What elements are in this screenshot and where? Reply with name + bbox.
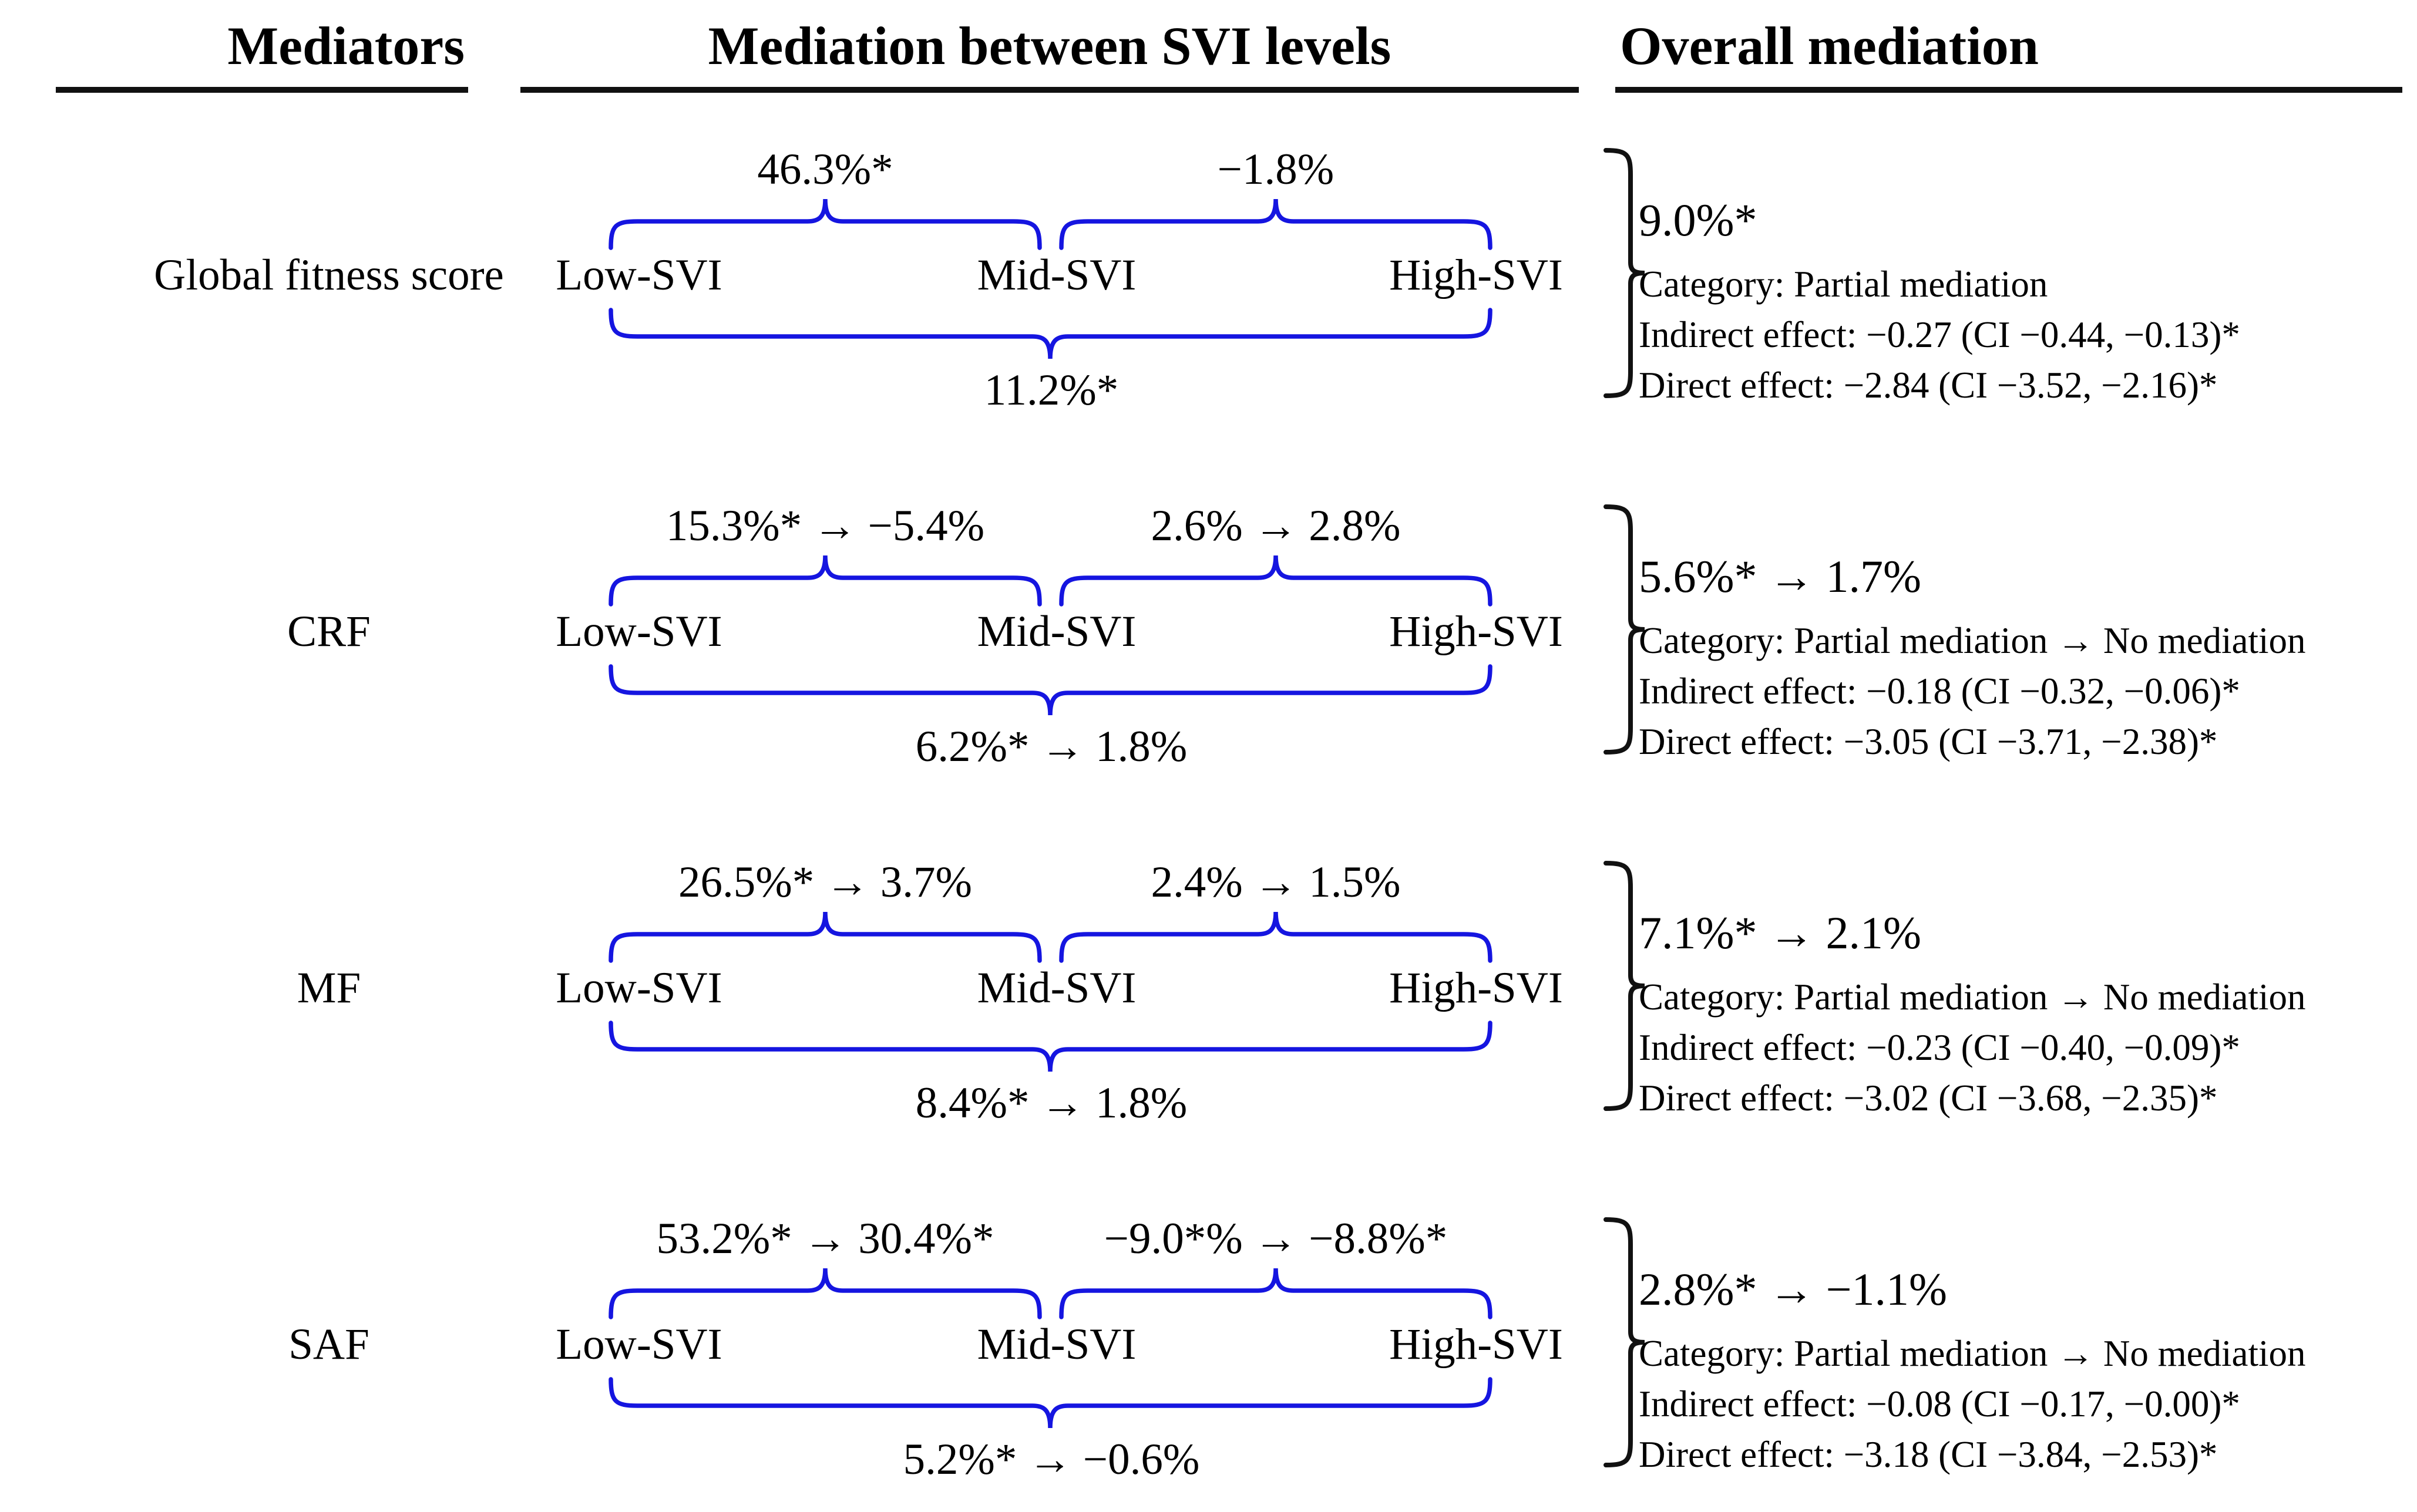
overbrace-mid-high-icon: [1059, 911, 1492, 963]
node-mid-svi: Mid-SVI: [977, 607, 1137, 656]
label-mid-high: −9.0*% → −8.8%*: [1104, 1214, 1448, 1263]
overall-proportion: 9.0%*: [1639, 194, 1757, 245]
node-high-svi: High-SVI: [1389, 607, 1563, 656]
overall-category: Category: Partial mediation → No mediati…: [1639, 620, 2306, 661]
overbrace-low-mid-icon: [609, 198, 1042, 250]
overall-direct-effect: Direct effect: −3.02 (CI −3.68, −2.35)*: [1639, 1077, 2218, 1119]
overall-indirect-effect: Indirect effect: −0.23 (CI −0.40, −0.09)…: [1639, 1027, 2240, 1068]
overall-indirect-effect: Indirect effect: −0.27 (CI −0.44, −0.13)…: [1639, 314, 2240, 355]
header-overall-mediation: Overall mediation: [1620, 16, 2039, 76]
row-global-fitness-score: Global fitness score 46.3%* −1.8% Low-SV…: [0, 108, 2417, 467]
underbrace-low-high-icon: [609, 1021, 1492, 1072]
node-low-svi: Low-SVI: [556, 964, 722, 1012]
mediator-label: Global fitness score: [154, 251, 504, 299]
label-low-mid: 15.3%* → −5.4%: [665, 501, 985, 550]
node-mid-svi: Mid-SVI: [977, 251, 1137, 299]
overall-bracket-icon: [1604, 504, 1645, 755]
label-low-mid: 46.3%*: [757, 145, 893, 194]
header-underline-overall: [1615, 87, 2402, 93]
label-low-high: 8.4%* → 1.8%: [915, 1079, 1188, 1127]
row-mf: MF 26.5%* → 3.7% 2.4% → 1.5% Low-SVI Mid…: [0, 821, 2417, 1180]
label-low-mid: 53.2%* → 30.4%*: [656, 1214, 994, 1263]
node-high-svi: High-SVI: [1389, 964, 1563, 1012]
mediator-label: SAF: [288, 1320, 369, 1369]
header-underline-mediation: [520, 87, 1579, 93]
overall-direct-effect: Direct effect: −3.05 (CI −3.71, −2.38)*: [1639, 721, 2218, 762]
overbrace-low-mid-icon: [609, 1268, 1042, 1319]
underbrace-low-high-icon: [609, 1377, 1492, 1429]
overbrace-mid-high-icon: [1059, 1268, 1492, 1319]
node-high-svi: High-SVI: [1389, 1320, 1563, 1369]
overall-indirect-effect: Indirect effect: −0.18 (CI −0.32, −0.06)…: [1639, 671, 2240, 712]
overall-proportion: 7.1%* → 2.1%: [1639, 907, 1921, 958]
overall-category: Category: Partial mediation → No mediati…: [1639, 976, 2306, 1018]
row-saf: SAF 53.2%* → 30.4%* −9.0*% → −8.8%* Low-…: [0, 1177, 2417, 1512]
overall-bracket-icon: [1604, 148, 1645, 398]
row-crf: CRF 15.3%* → −5.4% 2.6% → 2.8% Low-SVI M…: [0, 464, 2417, 824]
mediator-label: MF: [297, 964, 361, 1012]
node-mid-svi: Mid-SVI: [977, 964, 1137, 1012]
mediator-label: CRF: [287, 607, 371, 656]
overall-bracket-icon: [1604, 1217, 1645, 1467]
label-mid-high: −1.8%: [1217, 145, 1334, 194]
node-low-svi: Low-SVI: [556, 607, 722, 656]
overall-proportion: 5.6%* → 1.7%: [1639, 551, 1921, 602]
overall-direct-effect: Direct effect: −3.18 (CI −3.84, −2.53)*: [1639, 1434, 2218, 1475]
header-mediators: Mediators: [227, 16, 465, 76]
node-mid-svi: Mid-SVI: [977, 1320, 1137, 1369]
underbrace-low-high-icon: [609, 308, 1492, 359]
label-mid-high: 2.4% → 1.5%: [1151, 858, 1401, 907]
overall-proportion: 2.8%* → −1.1%: [1639, 1264, 1947, 1315]
underbrace-low-high-icon: [609, 664, 1492, 716]
label-low-high: 5.2%* → −0.6%: [903, 1435, 1200, 1484]
label-mid-high: 2.6% → 2.8%: [1151, 501, 1401, 550]
overall-direct-effect: Direct effect: −2.84 (CI −3.52, −2.16)*: [1639, 365, 2218, 406]
overall-category: Category: Partial mediation → No mediati…: [1639, 1333, 2306, 1374]
node-high-svi: High-SVI: [1389, 251, 1563, 299]
overbrace-low-mid-icon: [609, 555, 1042, 607]
node-low-svi: Low-SVI: [556, 1320, 722, 1369]
label-low-mid: 26.5%* → 3.7%: [678, 858, 972, 907]
overall-indirect-effect: Indirect effect: −0.08 (CI −0.17, −0.00)…: [1639, 1383, 2240, 1425]
label-low-high: 6.2%* → 1.8%: [915, 722, 1188, 771]
header-mediation-between-svi-levels: Mediation between SVI levels: [708, 16, 1391, 76]
overbrace-mid-high-icon: [1059, 198, 1492, 250]
overbrace-mid-high-icon: [1059, 555, 1492, 607]
node-low-svi: Low-SVI: [556, 251, 722, 299]
header-underline-mediators: [56, 87, 468, 93]
label-low-high: 11.2%*: [984, 366, 1119, 415]
overbrace-low-mid-icon: [609, 911, 1042, 963]
overall-bracket-icon: [1604, 861, 1645, 1111]
overall-category: Category: Partial mediation: [1639, 264, 2048, 305]
